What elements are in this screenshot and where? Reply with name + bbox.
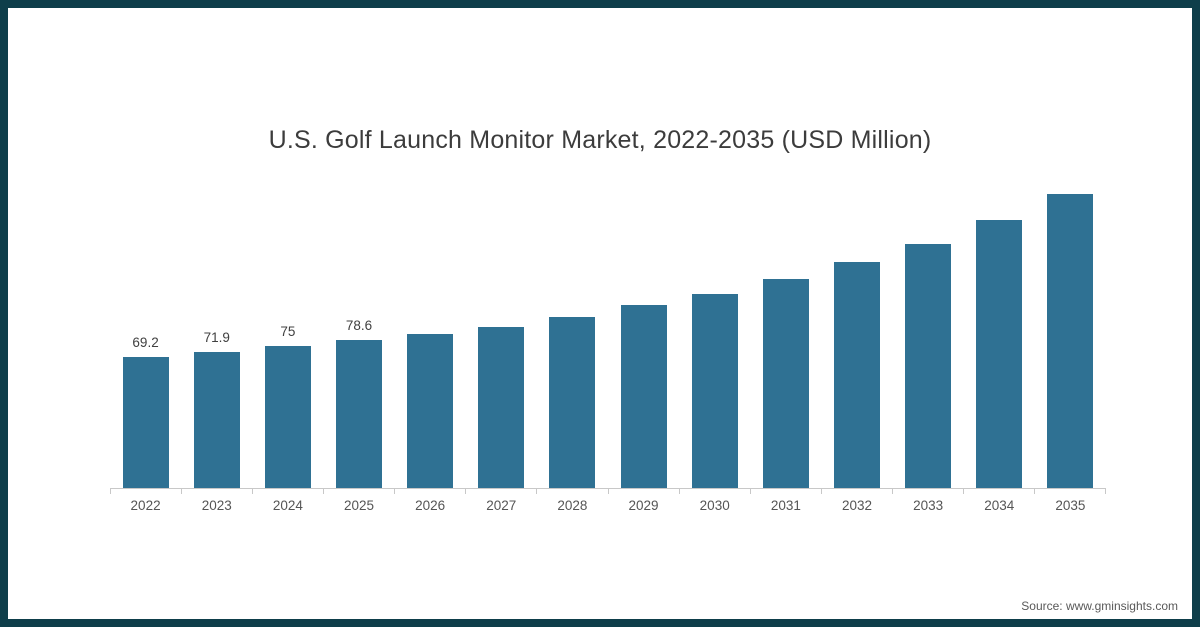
x-axis-label: 2035 [1055,498,1086,513]
bar [976,219,1023,488]
bar-group [750,279,821,488]
x-axis-label: 2026 [415,498,446,513]
bar-group [395,334,466,488]
bar-group: 71.9 [181,330,252,488]
axis-tick [609,489,680,494]
bar [122,357,169,488]
axis-tick [110,489,183,494]
bar-group: 69.2 [110,335,181,488]
bar [407,334,454,488]
axis-tick [893,489,964,494]
axis-tick [680,489,751,494]
bar-group: 75 [252,324,323,488]
bar-group [964,219,1035,488]
chart-title: U.S. Golf Launch Monitor Market, 2022-20… [268,126,932,154]
axis-tick [751,489,822,494]
bar [620,304,667,488]
x-axis-label: 2022 [130,498,161,513]
plot-area: 69.2 71.9 75 78.6 [110,186,1106,489]
x-axis-label: 2028 [557,498,588,513]
bar [549,317,596,488]
axis-tick [537,489,609,494]
axis-tick [822,489,893,494]
x-axis-label: 2029 [628,498,659,513]
axis-tick [466,489,538,494]
x-axis-label: 2032 [841,498,872,513]
bar-group [608,304,679,488]
axis-tick [182,489,254,494]
bar-value-label: 75 [280,324,296,340]
axis-tick [964,489,1036,494]
source-attribution: Source: www.gminsights.com [1021,599,1178,613]
axis-tick [324,489,396,494]
bar-group [1035,193,1106,488]
bar-group [821,262,892,488]
axis-tick [253,489,325,494]
x-axis-label: 2023 [201,498,232,513]
axis-tick [395,489,467,494]
bar-group [893,243,964,488]
bar-value-label: 78.6 [345,317,373,333]
x-axis-ticks [110,489,1107,494]
bar-value-label: 69.2 [132,335,159,351]
bar-chart: 69.2 71.9 75 78.6 2022 2023 2024 2025 2026 2027 2… [110,186,1107,513]
bar [478,326,525,488]
bar-value-label: 71.9 [203,330,230,346]
bar [905,243,952,488]
x-axis-labels: 2022 2023 2024 2025 2026 2027 2028 2029 2030 2031… [110,498,1106,513]
bar-group [466,326,537,488]
bar [335,339,382,488]
x-axis-label: 2030 [699,498,730,513]
x-axis-label: 2027 [486,498,517,513]
bar-group: 78.6 [323,318,394,488]
bar-group [679,293,750,488]
x-axis-label: 2034 [984,498,1015,513]
bar [762,279,809,488]
bar [1047,193,1094,488]
axis-tick [1035,489,1107,494]
x-axis-label: 2031 [770,498,801,513]
bar [833,262,880,488]
x-axis-label: 2033 [913,498,944,513]
bar-group [537,317,608,488]
bar [264,346,311,488]
bar [193,352,240,488]
x-axis-label: 2024 [272,498,303,513]
x-axis-label: 2025 [343,498,375,513]
bar [691,293,738,488]
